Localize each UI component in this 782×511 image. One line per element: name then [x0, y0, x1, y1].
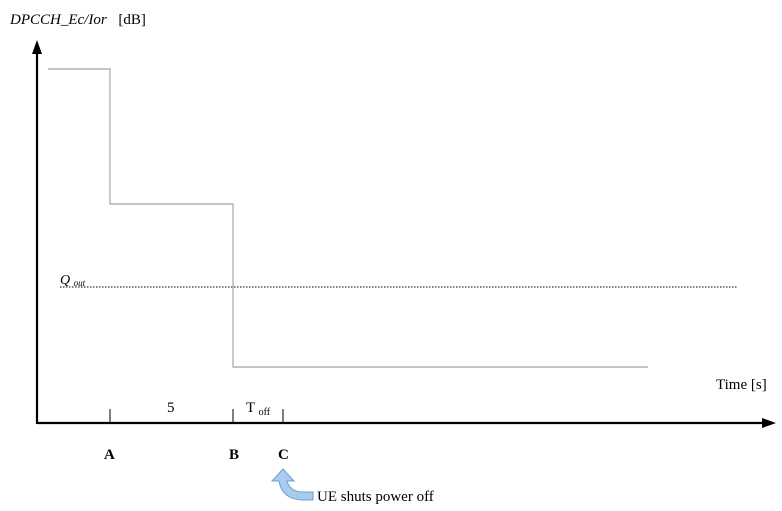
- x-axis-arrowhead: [762, 418, 776, 428]
- threshold-label: Q out: [60, 273, 86, 288]
- threshold-label-main: Q: [60, 273, 70, 288]
- interval-label-5: 5: [167, 400, 175, 416]
- interval-label-toff-main: T: [246, 400, 255, 416]
- y-axis-label: DPCCH_Ec/Ior [dB]: [9, 12, 146, 28]
- threshold-label-sub: out: [74, 278, 86, 288]
- signal-level-line: [48, 68, 648, 368]
- marker-b: B: [229, 447, 239, 463]
- interval-label-toff: T off: [246, 400, 271, 418]
- interval-label-toff-sub: off: [259, 407, 271, 418]
- y-axis-unit: [dB]: [118, 12, 146, 28]
- callout-arrow: [270, 468, 314, 501]
- x-axis-label: Time [s]: [716, 377, 767, 393]
- marker-a: A: [104, 447, 115, 463]
- callout-text: UE shuts power off: [317, 489, 434, 505]
- y-axis-arrowhead: [32, 40, 42, 54]
- y-axis-label-name: DPCCH_Ec/Ior: [9, 12, 107, 28]
- marker-c: C: [278, 447, 289, 463]
